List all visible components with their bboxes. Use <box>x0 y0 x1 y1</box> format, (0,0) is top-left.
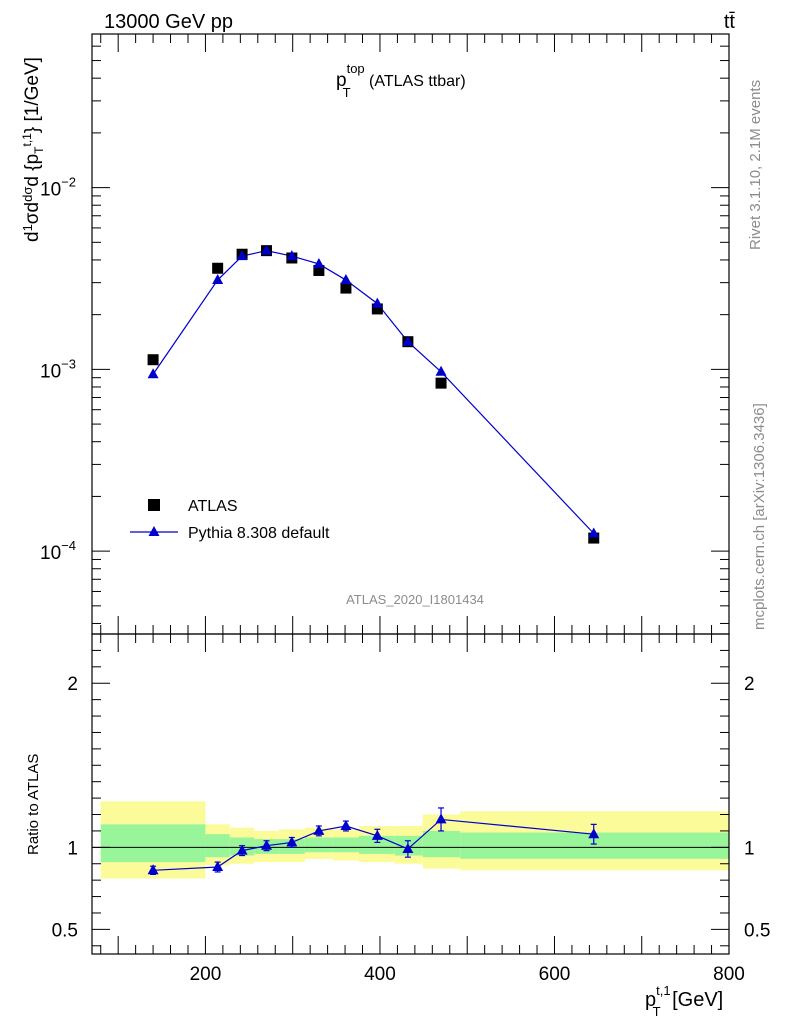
ratio-point-1 <box>212 861 224 872</box>
ratio-ytick-label-right-0: 0.5 <box>744 920 770 941</box>
ratio-point-4 <box>286 836 298 847</box>
band-inner-1 <box>205 834 230 858</box>
atlas-point-5 <box>313 264 325 276</box>
ratio-point-2 <box>236 844 248 855</box>
ratio-point-6 <box>340 820 352 830</box>
atlas-point-9 <box>435 377 447 389</box>
legend-atlas-label: ATLAS <box>188 498 238 515</box>
pythia-point-0 <box>147 368 159 379</box>
analysis-watermark: ATLAS_2020_I1801434 <box>346 592 484 607</box>
ratio-plot-area <box>92 807 729 876</box>
axes: 10−2 10−3 10−4 0.5 0.5 1 1 2 2 200 400 600 800 <box>40 33 770 985</box>
plot-title-sub: T <box>343 85 351 100</box>
xtick-label-2: 600 <box>539 964 571 985</box>
ratio-point-8 <box>402 842 414 853</box>
pythia-point-5 <box>313 257 325 268</box>
band-inner-0 <box>100 824 206 863</box>
pythia-point-1 <box>212 274 224 285</box>
plot-title-rest: (ATLAS ttbar) <box>365 73 466 90</box>
pythia-point-7 <box>371 297 383 308</box>
main-ytick-label-1: 10−3 <box>40 356 76 382</box>
xtick-label-3: 800 <box>713 964 745 985</box>
ratio-ytick-label-right-1: 1 <box>744 838 755 859</box>
band-inner-9 <box>422 830 461 858</box>
legend: ATLAS Pythia 8.308 default <box>130 498 330 542</box>
band-inner-7 <box>359 835 395 854</box>
plot-title-main: p <box>336 70 347 91</box>
atlas-point-10 <box>588 532 600 544</box>
x-axis-label: pt,1 T [GeV] <box>645 983 723 1019</box>
pythia-point-6 <box>340 274 352 285</box>
atlas-point-0 <box>147 354 159 366</box>
ratio-point-10 <box>588 828 600 839</box>
plot-title: ptop T (ATLAS ttbar) <box>336 61 466 100</box>
xtick-label-0: 200 <box>190 964 222 985</box>
pythia-point-9 <box>435 365 447 376</box>
main-ytick-label-0: 10−2 <box>40 175 76 201</box>
ratio-point-9 <box>435 813 447 824</box>
legend-pythia-marker <box>148 526 160 536</box>
atlas-point-7 <box>371 303 383 315</box>
ratio-point-5 <box>313 824 325 835</box>
ratio-ytick-label-left-0: 0.5 <box>52 920 78 941</box>
main-frame <box>91 33 730 635</box>
pythia-point-2 <box>236 250 248 261</box>
ratio-ytick-label-right-2: 2 <box>744 674 755 695</box>
side-text-rivet: Rivet 3.1.10, 2.1M events <box>747 80 764 250</box>
xtick-label-1: 400 <box>364 964 396 985</box>
pythia-point-8 <box>402 335 414 346</box>
ratio-ytick-label-left-2: 2 <box>67 674 78 695</box>
legend-atlas-marker <box>148 499 160 511</box>
atlas-point-6 <box>340 282 352 294</box>
band-inner-6 <box>332 837 360 853</box>
pythia-point-10 <box>588 527 600 538</box>
ratio-bands <box>100 801 729 879</box>
legend-pythia-label: Pythia 8.308 default <box>188 525 330 542</box>
pythia-line <box>152 250 595 534</box>
main-ytick-label-2: 10−4 <box>40 538 76 564</box>
ratio-point-7 <box>371 829 383 840</box>
ratio-ytick-label-left-1: 1 <box>67 838 78 859</box>
atlas-point-1 <box>212 262 224 274</box>
ratio-point-3 <box>261 839 273 850</box>
header-left: 13000 GeV pp <box>104 11 233 33</box>
main-ylabel: d1σddσd {pTt,1} [1/GeV] <box>20 57 46 242</box>
pythia-point-3 <box>261 244 273 255</box>
pythia-point-4 <box>286 250 298 261</box>
main-plot-area <box>147 244 600 544</box>
band-inner-5 <box>304 837 333 853</box>
ratio-ylabel: Ratio to ATLAS <box>25 754 42 855</box>
header-right: tt̄ <box>724 11 736 33</box>
side-text-mcplots: mcplots.cern.ch [arXiv:1306.3436] <box>751 403 768 630</box>
ratio-frame <box>91 633 730 955</box>
ratio-point-0 <box>147 864 159 875</box>
plot-title-sup: top <box>347 61 365 76</box>
